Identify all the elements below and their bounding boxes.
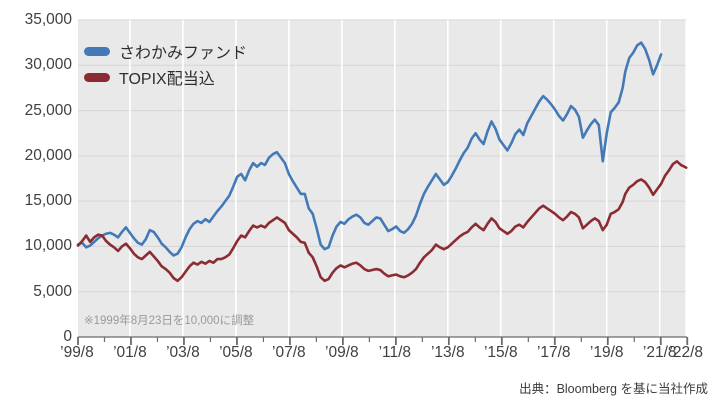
legend-label-sawakami-fund: さわかみファンド xyxy=(119,45,248,62)
x-axis-tick-label: ’13/8 xyxy=(430,344,465,361)
legend-item-sawakami-fund: さわかみファンド xyxy=(84,38,247,64)
series-lines xyxy=(76,41,688,283)
x-axis-tick-label: ’17/8 xyxy=(536,344,571,361)
y-axis-tick-label: 15,000 xyxy=(24,192,72,210)
x-axis-tick-label: ’19/8 xyxy=(589,344,624,361)
legend-swatch-sawakami-fund xyxy=(84,46,110,56)
y-axis-tick-label: 25,000 xyxy=(24,101,72,119)
chart-source-credit: 出典：Bloomberg を基に当社作成 xyxy=(519,382,708,396)
x-axis-tick-label: ’22/8 xyxy=(669,344,704,361)
y-axis-tick-label: 20,000 xyxy=(24,146,72,164)
x-axis-tick-label: ’01/8 xyxy=(113,344,147,361)
x-axis-tick-label: ’07/8 xyxy=(272,344,306,361)
x-axis-tick-label: ’99/8 xyxy=(60,344,94,361)
legend-swatch-topix-with-dividends xyxy=(84,72,110,82)
x-axis-tick-label: ’09/8 xyxy=(325,344,359,361)
chart-annotation-note: ※1999年8月23日を10,000に調整 xyxy=(84,315,255,327)
y-axis-tick-labels: 0 5,000 10,000 15,000 20,000 25,000 30,000 35,0… xyxy=(0,0,72,403)
y-axis-tick-label: 30,000 xyxy=(24,56,72,74)
y-axis-tick-label: 5,000 xyxy=(33,282,72,300)
series-line xyxy=(76,159,688,283)
series-line xyxy=(76,41,663,257)
x-axis-tick-label: ’03/8 xyxy=(166,344,200,361)
y-axis-tick-label: 10,000 xyxy=(24,237,72,255)
x-axis-tick-label: ’05/8 xyxy=(219,344,253,361)
x-axis-tick-label: ’15/8 xyxy=(483,344,518,361)
legend-item-topix-with-dividends: TOPIX配当込 xyxy=(84,64,247,90)
y-axis-tick-label: 0 xyxy=(63,328,72,345)
x-axis-tick-label: ’11/8 xyxy=(378,344,412,361)
legend-label-topix-with-dividends: TOPIX配当込 xyxy=(119,71,215,88)
x-axis-tick-label: ’21/8 xyxy=(642,344,677,361)
x-axis-tick-marks xyxy=(77,337,689,345)
y-axis-tick-label: 35,000 xyxy=(24,11,72,28)
horizontal-gridlines xyxy=(78,19,687,293)
chart-legend: さわかみファンド TOPIX配当込 xyxy=(84,38,247,90)
plot-background xyxy=(78,20,687,337)
